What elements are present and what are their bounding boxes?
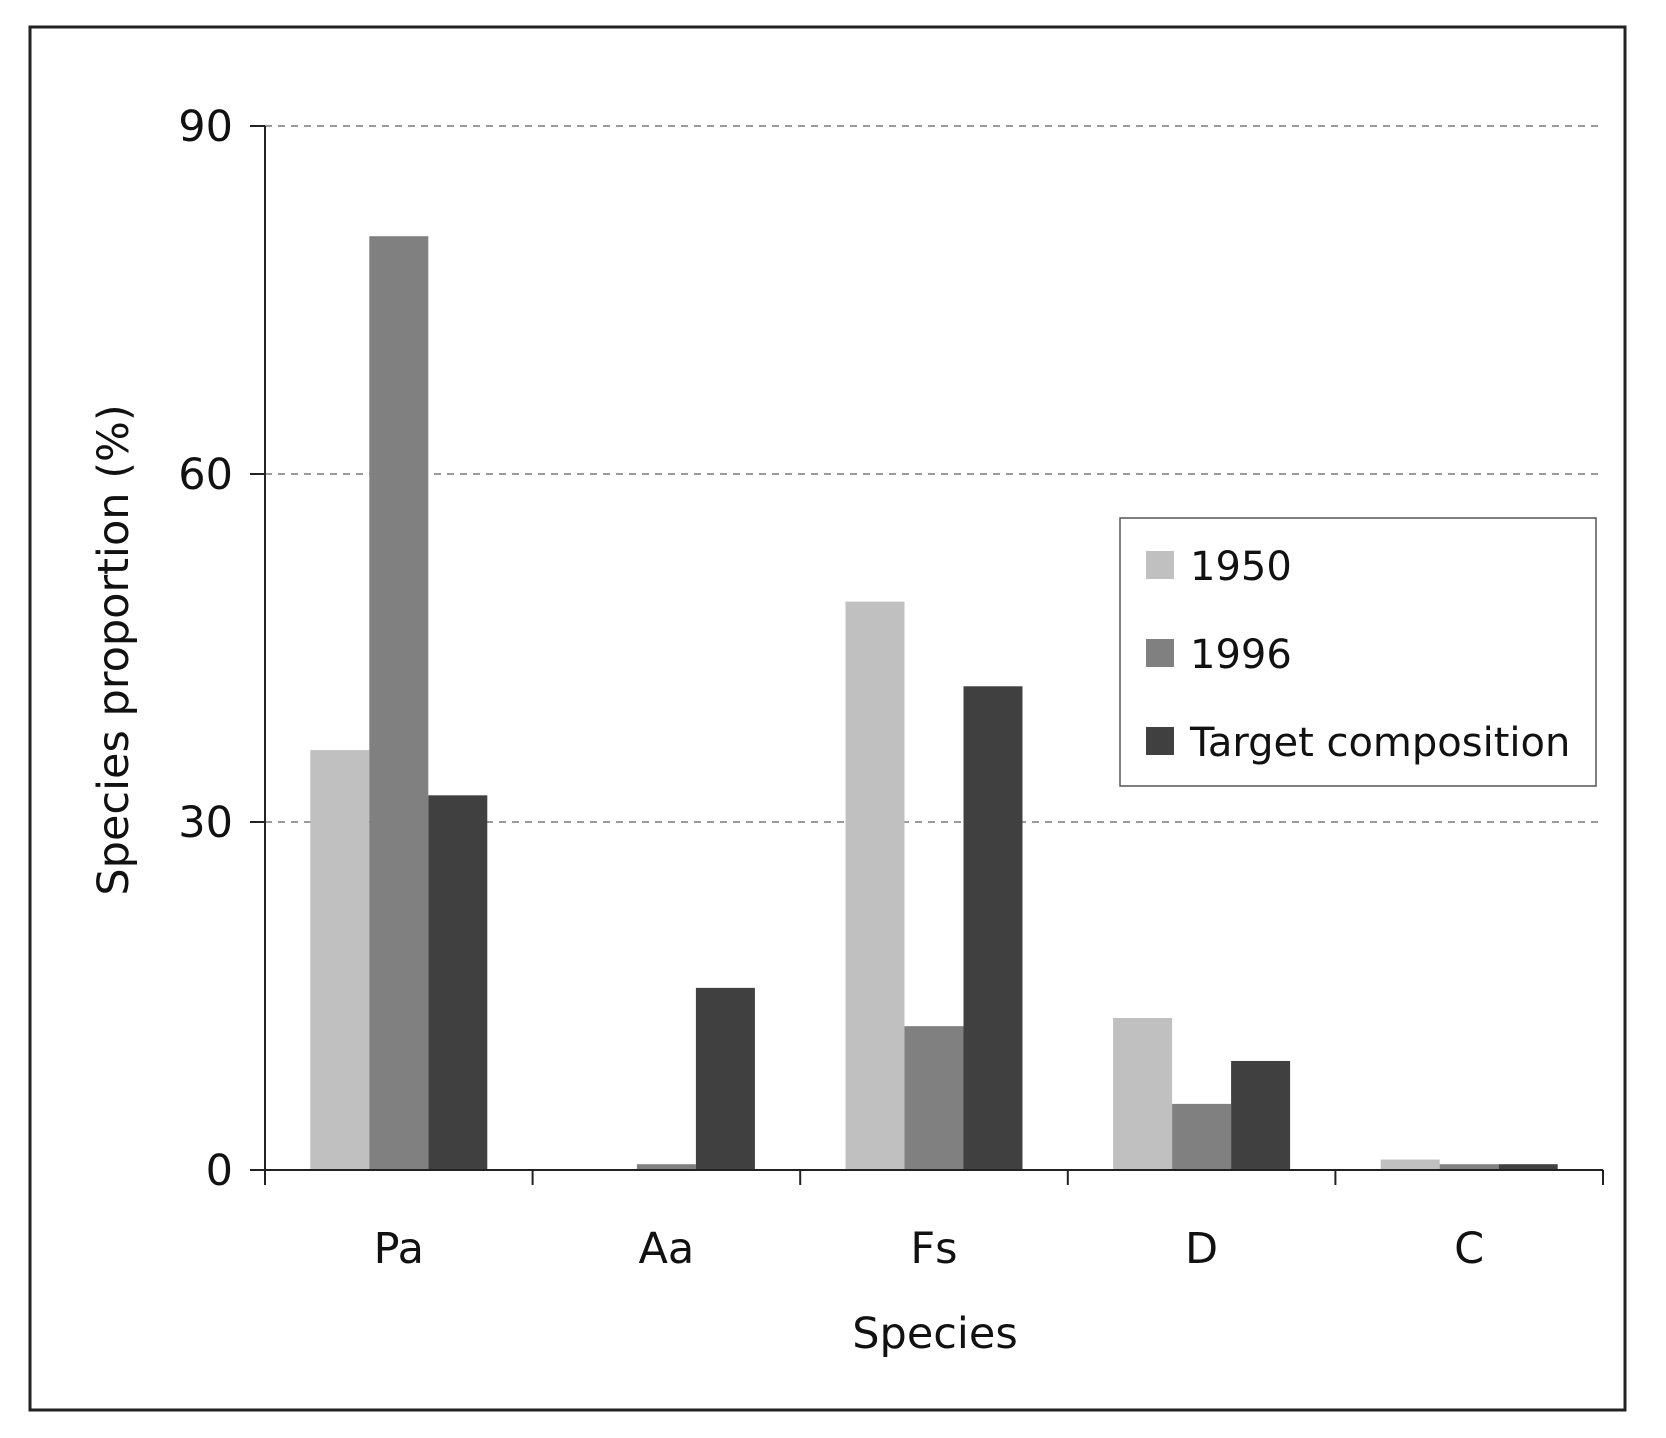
legend: 1950 1996 Target composition: [1119, 517, 1597, 787]
bar-1950-pa: [310, 750, 370, 1170]
y-tick-label: 60: [178, 450, 233, 500]
x-tick-label: D: [1185, 1224, 1218, 1274]
y-tick-label: 90: [178, 102, 233, 152]
legend-label: Target composition: [1189, 720, 1570, 766]
x-ticks: Pa Aa Fs D C: [264, 1170, 1604, 1274]
x-tick-label: Fs: [910, 1224, 957, 1274]
x-axis-label: Species: [852, 1309, 1018, 1359]
bar-1996-d: [1172, 1103, 1232, 1170]
legend-swatch: [1146, 727, 1174, 755]
bar-target-composition-d: [1231, 1060, 1291, 1170]
bar-target-composition-aa: [695, 987, 755, 1170]
bar-1950-d: [1113, 1018, 1173, 1170]
bar-1950-c: [1380, 1159, 1440, 1170]
x-tick-label: Aa: [639, 1224, 695, 1274]
bar-1996-aa: [636, 1164, 696, 1170]
legend-swatch: [1146, 639, 1174, 667]
x-tick-label: Pa: [374, 1224, 424, 1274]
bar-1950-fs: [845, 601, 905, 1170]
gridlines: [265, 125, 1603, 823]
bars: [310, 236, 1558, 1170]
y-ticks: 0 30 60 90: [178, 102, 265, 1196]
x-tick-label: C: [1454, 1224, 1484, 1274]
bar-target-composition-c: [1498, 1164, 1558, 1170]
bar-target-composition-fs: [963, 686, 1023, 1170]
y-axis-label: Species proportion (%): [89, 404, 139, 895]
legend-label: 1996: [1190, 632, 1292, 678]
y-tick-label: 0: [206, 1146, 233, 1196]
bar-1996-c: [1439, 1164, 1499, 1170]
axes: [264, 126, 1603, 1171]
bar-target-composition-pa: [428, 795, 488, 1170]
legend-box: [1119, 517, 1597, 787]
y-tick-label: 30: [178, 798, 233, 848]
legend-swatch: [1146, 551, 1174, 579]
bar-1996-pa: [369, 236, 429, 1170]
legend-label: 1950: [1190, 544, 1292, 590]
bar-1996-fs: [904, 1026, 964, 1170]
